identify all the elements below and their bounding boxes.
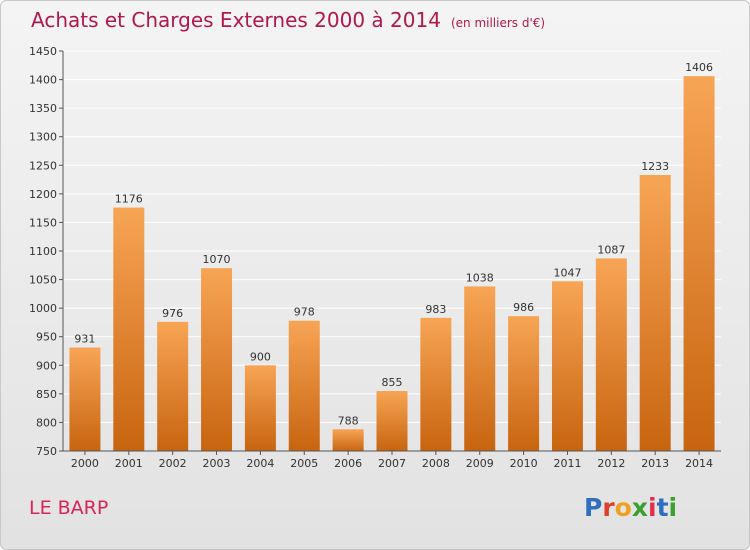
logo-letter: x [631,493,648,522]
y-tick-label: 1250 [29,159,57,172]
x-tick-label: 2009 [466,457,494,470]
chart-title-text: Achats et Charges Externes 2000 à 2014 [31,8,441,32]
x-tick-label: 2013 [641,457,669,470]
y-tick-label: 1200 [29,188,57,201]
x-tick-label: 2003 [203,457,231,470]
y-tick-label: 800 [36,416,57,429]
y-tick-label: 750 [36,445,57,458]
bar-2014 [683,76,715,452]
x-tick-label: 2000 [71,457,99,470]
bar-2002 [157,321,189,451]
bar-value-label: 1070 [203,253,231,266]
bar-2010 [508,316,540,451]
y-tick-label: 1400 [29,74,57,87]
x-tick-label: 2005 [290,457,318,470]
bar-2012 [595,258,627,451]
logo-letter: r [602,493,615,522]
y-tick-label: 1150 [29,216,57,229]
y-tick-label: 850 [36,388,57,401]
y-tick-label: 1100 [29,245,57,258]
logo-letter: t [656,493,669,522]
bar-value-label: 1406 [685,61,713,74]
y-tick-label: 1350 [29,102,57,115]
logo-letter: i [668,493,678,522]
bar-2005 [288,320,320,451]
x-tick-label: 2001 [115,457,143,470]
y-tick-label: 1000 [29,302,57,315]
x-tick-label: 2010 [510,457,538,470]
x-tick-label: 2012 [597,457,625,470]
bar-value-label: 976 [162,307,183,320]
bars: 931 1176 976 1070 900 978 788 855 983 1038 986 1047… [69,61,715,452]
bar-value-label: 855 [382,376,403,389]
bar-value-label: 978 [294,306,315,319]
bar-value-label: 931 [74,333,95,346]
bar-value-label: 1233 [641,160,669,173]
bar-value-label: 1047 [553,266,581,279]
logo-letter: i [648,493,657,522]
axes: 750 800 850 900 950 1000 1050 1100 1150 1200 1250 1… [29,45,721,470]
bar-2008 [420,317,452,451]
bar-2007 [376,391,408,451]
bar-value-label: 1038 [466,271,494,284]
bar-value-label: 788 [338,414,359,427]
x-tick-label: 2014 [685,457,713,470]
bar-value-label: 986 [513,301,534,314]
bar-value-label: 1087 [597,243,625,256]
proxiti-logo: Proxiti [584,493,677,522]
bar-2003 [201,268,233,451]
bar-2011 [551,281,583,451]
bar-2004 [244,365,276,451]
bar-2013 [639,175,671,451]
chart-title: Achats et Charges Externes 2000 à 2014 (e… [31,8,545,32]
y-tick-label: 1300 [29,131,57,144]
logo-letter: o [614,493,632,522]
y-tick-label: 900 [36,359,57,372]
x-tick-label: 2008 [422,457,450,470]
x-tick-label: 2002 [159,457,187,470]
chart-subtitle: (en milliers d'€) [450,16,546,30]
bar-2000 [69,347,101,451]
bar-2006 [332,429,364,451]
y-tick-label: 1450 [29,45,57,58]
bar-value-label: 983 [425,303,446,316]
y-tick-label: 1050 [29,274,57,287]
bar-2001 [113,207,145,451]
logo-letter: P [584,493,603,522]
place-label: LE BARP [29,497,109,519]
bar-2009 [464,286,496,451]
x-tick-label: 2011 [553,457,581,470]
x-tick-label: 2007 [378,457,406,470]
bar-value-label: 900 [250,350,271,363]
x-tick-label: 2004 [246,457,274,470]
y-tick-label: 950 [36,331,57,344]
bar-value-label: 1176 [115,193,143,206]
x-tick-label: 2006 [334,457,362,470]
